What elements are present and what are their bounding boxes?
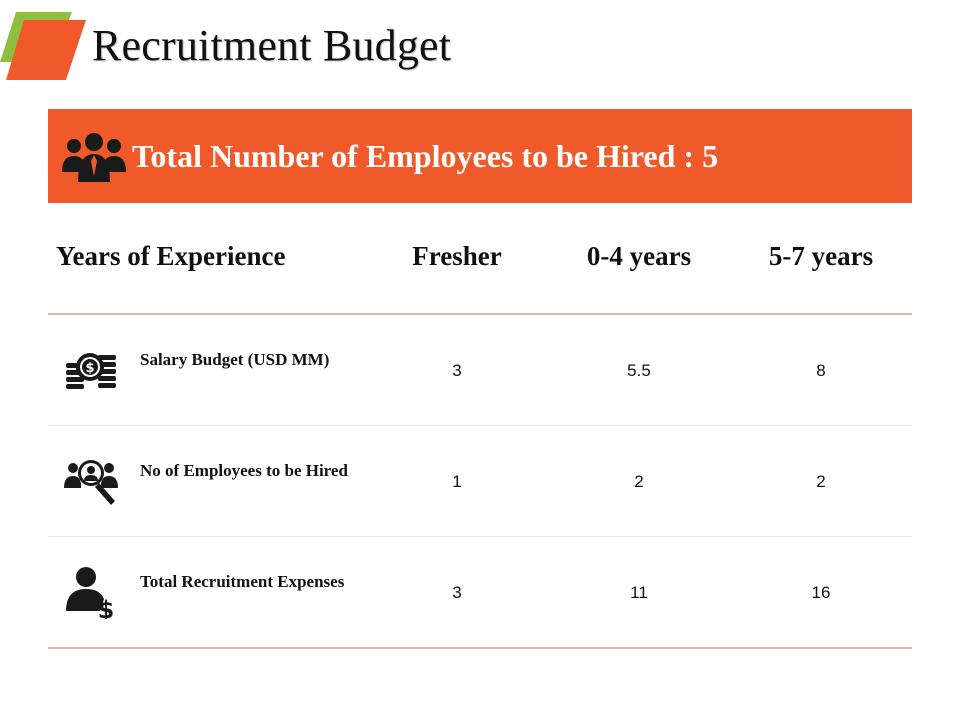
table-header-row: Years of Experience Fresher 0-4 years 5-… xyxy=(48,203,912,315)
budget-table: Years of Experience Fresher 0-4 years 5-… xyxy=(48,203,912,649)
row-label: No of Employees to be Hired xyxy=(140,461,348,480)
banner-text: Total Number of Employees to be Hired : … xyxy=(132,137,719,174)
page-title: Recruitment Budget xyxy=(92,21,452,70)
table-row: No of Employees to be Hired 1 2 2 xyxy=(48,426,912,537)
svg-text:$: $ xyxy=(98,596,115,619)
group-people-icon xyxy=(62,133,126,182)
table-row: $ Total Recruitment Expenses 3 11 16 xyxy=(48,537,912,649)
table-row: $ Salary Budget (USD MM) 3 5.5 8 xyxy=(48,315,912,426)
column-header: Years of Experience xyxy=(56,241,286,271)
table-cell: 16 xyxy=(811,583,831,602)
table-cell: 3 xyxy=(452,361,462,380)
column-header: 5-7 years xyxy=(768,241,874,271)
svg-text:$: $ xyxy=(85,361,94,376)
table-cell: 2 xyxy=(634,472,644,491)
money-coins-icon: $ xyxy=(66,353,116,389)
people-search-icon xyxy=(64,460,118,505)
hired-total-banner: Total Number of Employees to be Hired : … xyxy=(48,109,912,203)
row-label: Total Recruitment Expenses xyxy=(140,572,345,591)
column-header: Fresher xyxy=(412,241,502,271)
table-cell: 2 xyxy=(816,472,826,491)
table-cell: 1 xyxy=(452,472,462,491)
row-label: Salary Budget (USD MM) xyxy=(140,350,330,369)
slide-logo xyxy=(0,12,86,80)
person-dollar-icon: $ xyxy=(66,567,115,619)
table-cell: 8 xyxy=(816,361,826,380)
table-cell: 3 xyxy=(452,583,462,602)
table-cell: 11 xyxy=(630,583,648,602)
table-cell: 5.5 xyxy=(627,361,651,380)
column-header: 0-4 years xyxy=(586,241,692,271)
